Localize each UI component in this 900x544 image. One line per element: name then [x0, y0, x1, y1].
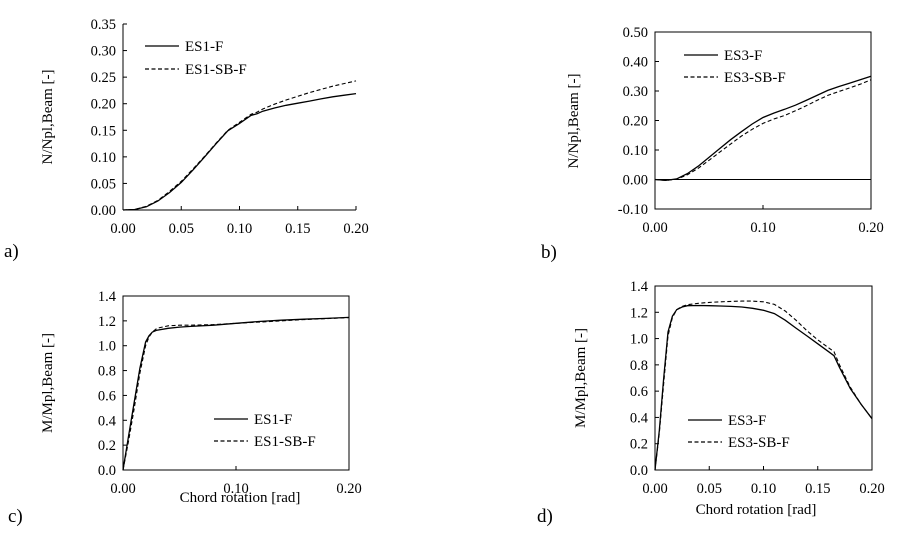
y-tick-label: 0.40	[623, 55, 648, 71]
y-axis-label: M/Mpl,Beam [-]	[40, 333, 56, 433]
panel-label: c)	[8, 506, 23, 527]
legend-label: ES1-F	[254, 412, 292, 428]
series-line-es1-sb-f	[122, 80, 357, 211]
plot-frame	[654, 31, 872, 210]
y-tick-label: 1.2	[630, 305, 648, 321]
x-tick-label: 0.20	[859, 481, 884, 497]
y-tick-label: 0.4	[98, 413, 117, 429]
y-axis-label: N/Npl,Beam [-]	[566, 74, 582, 169]
y-tick-label: 1.0	[630, 332, 648, 348]
y-tick-label: 0.0	[98, 463, 116, 479]
legend-label: ES1-SB-F	[185, 62, 247, 78]
legend-label: ES1-F	[185, 39, 223, 55]
series-line-es3-f	[654, 75, 872, 182]
y-tick-label: 0.00	[623, 173, 648, 189]
series-line-es3-sb-f	[654, 300, 873, 471]
panel-label: a)	[4, 241, 19, 262]
series-line-es3-sb-f	[654, 79, 872, 181]
y-tick-label: 0.25	[91, 70, 116, 86]
y-tick-label: 0.15	[91, 123, 116, 139]
x-tick-label: 0.00	[642, 220, 667, 236]
x-tick-label: 0.00	[642, 481, 667, 497]
chart-panel-d: 0.0 0.2 0.4 0.6 0.8 1.0 1.2 1.4 0.00 0.05 0.10 0.15…	[537, 279, 885, 527]
y-tick-label: 0.8	[98, 364, 116, 380]
y-tick-label: 0.50	[623, 25, 648, 41]
x-tick-label: 0.20	[336, 481, 361, 497]
y-tick-label: 0.00	[91, 203, 116, 219]
legend-label: ES3-SB-F	[724, 70, 786, 86]
y-tick-label: 0.20	[91, 97, 116, 113]
y-tick-label: 0.6	[98, 388, 116, 404]
y-tick-label: 1.4	[630, 279, 649, 295]
panel-label: b)	[541, 242, 557, 263]
legend-label: ES3-F	[724, 48, 762, 64]
x-tick-label: 0.00	[110, 481, 135, 497]
chart-panel-a: 0.00 0.05 0.10 0.15 0.20 0.25 0.30 0.35 0.00 0.05…	[4, 17, 369, 262]
y-tick-label: 0.4	[630, 410, 649, 426]
x-tick-label: 0.10	[751, 481, 776, 497]
chart-panel-b: -0.10 0.00 0.10 0.20 0.30 0.40 0.50 0.00 0.10 0.2…	[541, 25, 884, 263]
y-tick-label: 0.2	[98, 438, 116, 454]
y-tick-label: 0.10	[623, 143, 648, 159]
y-tick-label: 0.8	[630, 358, 648, 374]
x-tick-label: 0.00	[110, 221, 135, 237]
y-tick-label: 0.05	[91, 176, 116, 192]
legend-label: ES1-SB-F	[254, 434, 316, 450]
x-tick-label: 0.10	[750, 220, 775, 236]
y-tick-label: 1.0	[98, 339, 116, 355]
legend-label: ES3-SB-F	[728, 435, 790, 451]
y-axis-label: N/Npl,Beam [-]	[40, 70, 56, 165]
x-tick-label: 0.15	[805, 481, 830, 497]
x-tick-label: 0.20	[343, 221, 368, 237]
x-tick-label: 0.05	[697, 481, 722, 497]
legend-label: ES3-F	[728, 413, 766, 429]
y-axis-label: M/Mpl,Beam [-]	[573, 328, 589, 428]
y-tick-label: 0.30	[623, 84, 648, 100]
y-tick-label: -0.10	[618, 202, 648, 218]
y-tick-label: 0.30	[91, 44, 116, 60]
y-tick-label: 0.10	[91, 150, 116, 166]
x-axis-label: Chord rotation [rad]	[696, 502, 817, 518]
x-tick-label: 0.20	[858, 220, 883, 236]
panel-label: d)	[537, 506, 553, 527]
y-tick-label: 0.0	[630, 463, 648, 479]
x-tick-label: 0.10	[223, 481, 248, 497]
y-tick-label: 0.2	[630, 437, 648, 453]
x-axis-label: Chord rotation [rad]	[180, 490, 301, 506]
y-tick-label: 0.35	[91, 17, 116, 33]
x-tick-label: 0.15	[285, 221, 310, 237]
x-tick-label: 0.05	[169, 221, 194, 237]
y-tick-label: 0.6	[630, 384, 648, 400]
y-tick-label: 1.4	[98, 289, 117, 305]
y-tick-label: 1.2	[98, 314, 116, 330]
y-tick-label: 0.20	[623, 114, 648, 130]
x-tick-label: 0.10	[227, 221, 252, 237]
series-line-es1-sb-f	[122, 317, 350, 471]
series-line-es1-f	[122, 92, 357, 211]
series-line-es1-f	[122, 316, 350, 471]
chart-panel-c: 0.0 0.2 0.4 0.6 0.8 1.0 1.2 1.4 0.00 0.10 0.20 ES1-…	[8, 289, 362, 527]
